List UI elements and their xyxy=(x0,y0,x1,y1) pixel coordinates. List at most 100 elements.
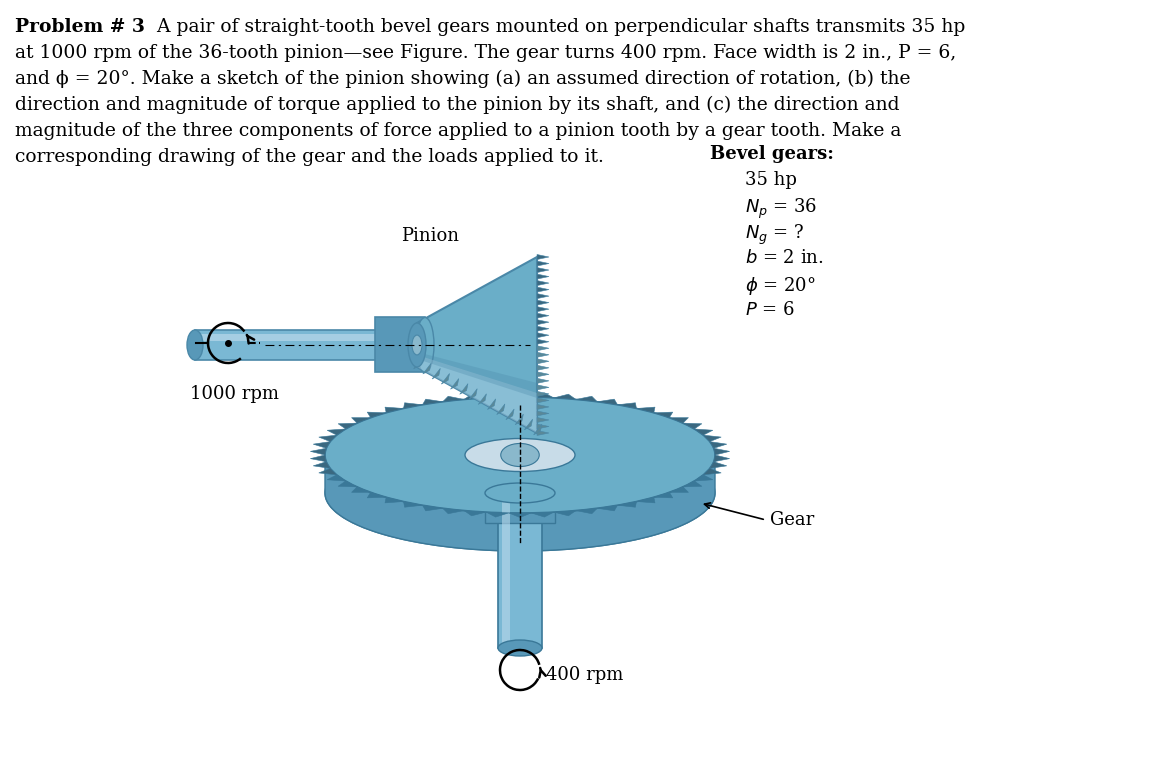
Polygon shape xyxy=(597,399,617,405)
Polygon shape xyxy=(537,418,549,422)
Polygon shape xyxy=(537,411,549,416)
Polygon shape xyxy=(537,313,549,319)
Polygon shape xyxy=(537,267,549,273)
Polygon shape xyxy=(403,501,423,507)
Text: Problem # 3: Problem # 3 xyxy=(15,18,145,36)
Ellipse shape xyxy=(408,323,426,367)
Polygon shape xyxy=(694,429,712,436)
Polygon shape xyxy=(327,429,346,436)
Polygon shape xyxy=(537,287,549,292)
Ellipse shape xyxy=(412,335,422,355)
Polygon shape xyxy=(670,487,688,492)
Ellipse shape xyxy=(501,443,539,467)
Polygon shape xyxy=(314,462,330,468)
Polygon shape xyxy=(537,398,549,403)
Polygon shape xyxy=(385,407,403,413)
Text: and ϕ = 20°. Make a sketch of the pinion showing (a) an assumed direction of rot: and ϕ = 20°. Make a sketch of the pinion… xyxy=(15,70,910,88)
Text: at 1000 rpm of the 36-tooth pinion—see Figure. The gear turns 400 rpm. Face widt: at 1000 rpm of the 36-tooth pinion—see F… xyxy=(15,44,956,62)
Bar xyxy=(195,334,380,341)
Bar xyxy=(485,493,555,523)
Polygon shape xyxy=(327,475,346,481)
Ellipse shape xyxy=(325,397,715,513)
Bar xyxy=(502,493,510,648)
Polygon shape xyxy=(537,332,549,338)
Text: $N_g$ = ?: $N_g$ = ? xyxy=(745,223,804,247)
Polygon shape xyxy=(314,442,330,448)
Polygon shape xyxy=(537,294,549,298)
Polygon shape xyxy=(654,492,673,498)
Polygon shape xyxy=(469,389,477,399)
Text: 400 rpm: 400 rpm xyxy=(546,666,624,684)
Polygon shape xyxy=(537,353,549,357)
Polygon shape xyxy=(710,442,727,448)
Ellipse shape xyxy=(485,483,555,503)
Polygon shape xyxy=(423,363,431,374)
Text: magnitude of the three components of force applied to a pinion tooth by a gear t: magnitude of the three components of for… xyxy=(15,122,901,140)
Ellipse shape xyxy=(325,435,715,551)
Polygon shape xyxy=(537,365,549,370)
Polygon shape xyxy=(714,448,730,455)
Polygon shape xyxy=(654,412,673,418)
Polygon shape xyxy=(414,358,422,369)
Polygon shape xyxy=(352,487,371,492)
Polygon shape xyxy=(531,512,554,517)
Polygon shape xyxy=(537,378,549,384)
Polygon shape xyxy=(496,404,504,415)
Polygon shape xyxy=(423,399,442,405)
Polygon shape xyxy=(537,424,549,429)
Polygon shape xyxy=(537,254,549,260)
Ellipse shape xyxy=(187,330,203,360)
Polygon shape xyxy=(338,481,357,487)
Polygon shape xyxy=(537,307,549,312)
Polygon shape xyxy=(637,407,655,413)
Ellipse shape xyxy=(465,439,574,471)
Polygon shape xyxy=(703,468,722,475)
Text: direction and magnitude of torque applied to the pinion by its shaft, and (c) th: direction and magnitude of torque applie… xyxy=(15,96,900,114)
Polygon shape xyxy=(537,281,549,286)
Text: Bevel gears:: Bevel gears: xyxy=(710,145,834,163)
Polygon shape xyxy=(509,392,531,397)
Polygon shape xyxy=(486,512,509,517)
Polygon shape xyxy=(683,481,702,487)
Polygon shape xyxy=(442,396,464,401)
Polygon shape xyxy=(714,455,730,462)
Polygon shape xyxy=(417,257,537,433)
Text: 35 hp: 35 hp xyxy=(745,171,797,189)
Polygon shape xyxy=(637,498,655,503)
Polygon shape xyxy=(487,399,495,409)
Polygon shape xyxy=(597,505,617,511)
Polygon shape xyxy=(352,418,371,423)
Ellipse shape xyxy=(498,640,542,656)
Polygon shape xyxy=(531,393,554,398)
Polygon shape xyxy=(417,352,537,398)
Text: Pinion: Pinion xyxy=(401,227,458,245)
Bar xyxy=(498,493,542,648)
Polygon shape xyxy=(338,423,357,429)
Polygon shape xyxy=(441,374,449,384)
Polygon shape xyxy=(318,436,337,442)
Text: 1000 rpm: 1000 rpm xyxy=(190,385,279,403)
Polygon shape xyxy=(450,378,458,389)
Bar xyxy=(195,330,380,360)
Polygon shape xyxy=(710,462,727,468)
Bar xyxy=(375,317,425,372)
Polygon shape xyxy=(537,385,549,390)
Polygon shape xyxy=(683,423,702,429)
Polygon shape xyxy=(417,355,537,433)
Polygon shape xyxy=(310,455,326,462)
Polygon shape xyxy=(318,468,337,475)
Polygon shape xyxy=(464,394,486,399)
Text: $b$ = 2 in.: $b$ = 2 in. xyxy=(745,249,824,267)
Polygon shape xyxy=(537,359,549,363)
Polygon shape xyxy=(524,419,533,430)
Polygon shape xyxy=(537,300,549,305)
Polygon shape xyxy=(423,505,442,511)
Polygon shape xyxy=(506,409,514,419)
Polygon shape xyxy=(537,274,549,279)
Polygon shape xyxy=(368,412,386,418)
Polygon shape xyxy=(537,405,549,409)
Text: $\phi$ = 20°: $\phi$ = 20° xyxy=(745,275,816,297)
Polygon shape xyxy=(537,261,549,266)
Text: A pair of straight-tooth bevel gears mounted on perpendicular shafts transmits 3: A pair of straight-tooth bevel gears mou… xyxy=(145,18,965,36)
Polygon shape xyxy=(310,448,326,455)
